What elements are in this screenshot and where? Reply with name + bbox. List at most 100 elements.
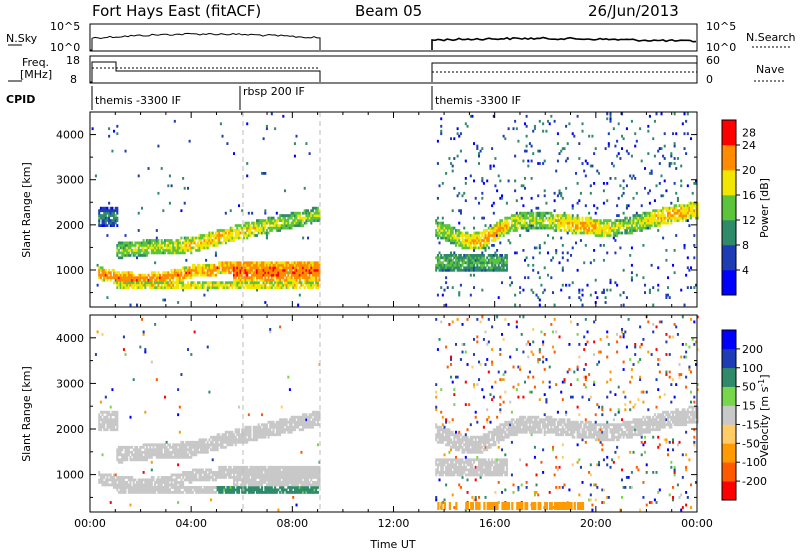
power-cell — [441, 256, 444, 260]
power-cell — [514, 119, 517, 123]
power-cell — [132, 251, 135, 255]
power-cell — [474, 261, 477, 265]
velocity-cell — [228, 465, 231, 469]
power-cell — [634, 177, 637, 180]
power-cell — [170, 281, 173, 285]
power-cell — [555, 169, 558, 173]
power-cell — [152, 276, 155, 280]
velocity-cell — [142, 488, 145, 492]
power-cell — [588, 231, 591, 235]
velocity-cell — [168, 476, 171, 479]
velocity-cell — [114, 428, 117, 432]
power-cell — [663, 221, 666, 225]
power-cell — [114, 278, 117, 282]
velocity-cell — [180, 450, 183, 454]
power-cell — [461, 239, 464, 242]
velocity-cell — [155, 448, 158, 452]
velocity-cell — [233, 476, 236, 479]
power-cell — [238, 276, 241, 280]
power-cell — [154, 239, 157, 242]
velocity-cell — [219, 473, 222, 477]
power-cell — [658, 214, 661, 217]
power-cell — [213, 283, 216, 287]
power-cell — [575, 172, 578, 175]
velocity-cell — [236, 488, 239, 492]
power-cell — [451, 266, 454, 270]
power-cell — [191, 263, 194, 267]
velocity-cell — [129, 478, 132, 482]
power-cell — [593, 231, 596, 235]
power-cell — [438, 229, 441, 232]
velocity-cell — [137, 483, 140, 487]
power-cell — [501, 226, 504, 230]
power-cell — [473, 239, 476, 242]
power-cell — [461, 261, 464, 265]
velocity-cell — [249, 428, 252, 432]
power-cell — [660, 112, 663, 116]
power-cell — [164, 239, 167, 242]
velocity-cell — [205, 476, 208, 479]
power-cell — [236, 273, 239, 277]
power-cell — [617, 226, 620, 230]
power-cell — [316, 283, 319, 287]
power-cell — [522, 216, 525, 220]
power-cell — [502, 234, 505, 237]
power-cell — [159, 281, 162, 285]
power-cell — [461, 241, 464, 245]
velocity-cell — [251, 476, 254, 479]
velocity-cell — [201, 488, 204, 492]
power-cell — [440, 221, 443, 225]
velocity-cell — [142, 486, 145, 489]
power-cell — [644, 283, 647, 287]
power-cell — [280, 268, 283, 272]
power-cell — [491, 266, 494, 270]
velocity-cell — [168, 450, 171, 454]
power-cell — [532, 291, 535, 294]
velocity-cell — [256, 476, 259, 479]
power-cell — [606, 226, 609, 230]
velocity-cell — [142, 455, 145, 459]
power-cell — [660, 194, 663, 198]
power-cell — [310, 209, 313, 213]
power-cell — [264, 231, 267, 235]
power-cell — [647, 224, 650, 227]
velocity-cell — [213, 445, 216, 449]
power-cell — [173, 271, 176, 275]
power-cell — [198, 266, 201, 270]
power-cell — [178, 281, 181, 285]
velocity-cell — [142, 330, 145, 334]
power-cell — [137, 276, 140, 280]
power-cell — [285, 263, 288, 267]
velocity-cell — [242, 483, 245, 487]
power-cell — [127, 273, 130, 277]
power-cell — [492, 266, 495, 270]
velocity-cell — [200, 473, 203, 477]
power-cell — [588, 221, 591, 225]
velocity-cell — [229, 443, 232, 447]
power-cell — [162, 273, 165, 277]
power-cell — [226, 142, 229, 145]
power-cell — [279, 216, 282, 220]
power-cell — [552, 291, 555, 294]
power-cell — [639, 219, 642, 222]
power-cell — [238, 271, 241, 275]
velocity-cell — [159, 481, 162, 484]
power-cell — [436, 263, 439, 267]
power-cell — [149, 239, 152, 242]
power-cell — [532, 256, 535, 260]
power-cell — [622, 191, 625, 195]
velocity-cell — [116, 483, 119, 487]
power-cell — [578, 216, 581, 220]
power-cell — [269, 219, 272, 222]
velocity-cell — [150, 468, 153, 472]
power-cell — [599, 221, 602, 225]
velocity-cell — [261, 468, 264, 472]
power-cell — [214, 251, 217, 255]
power-cell — [528, 211, 531, 215]
velocity-cell — [203, 486, 206, 489]
power-cell — [269, 229, 272, 232]
power-cell — [491, 244, 494, 247]
power-cell — [476, 254, 479, 257]
power-cell — [111, 224, 114, 227]
power-cell — [619, 224, 622, 227]
